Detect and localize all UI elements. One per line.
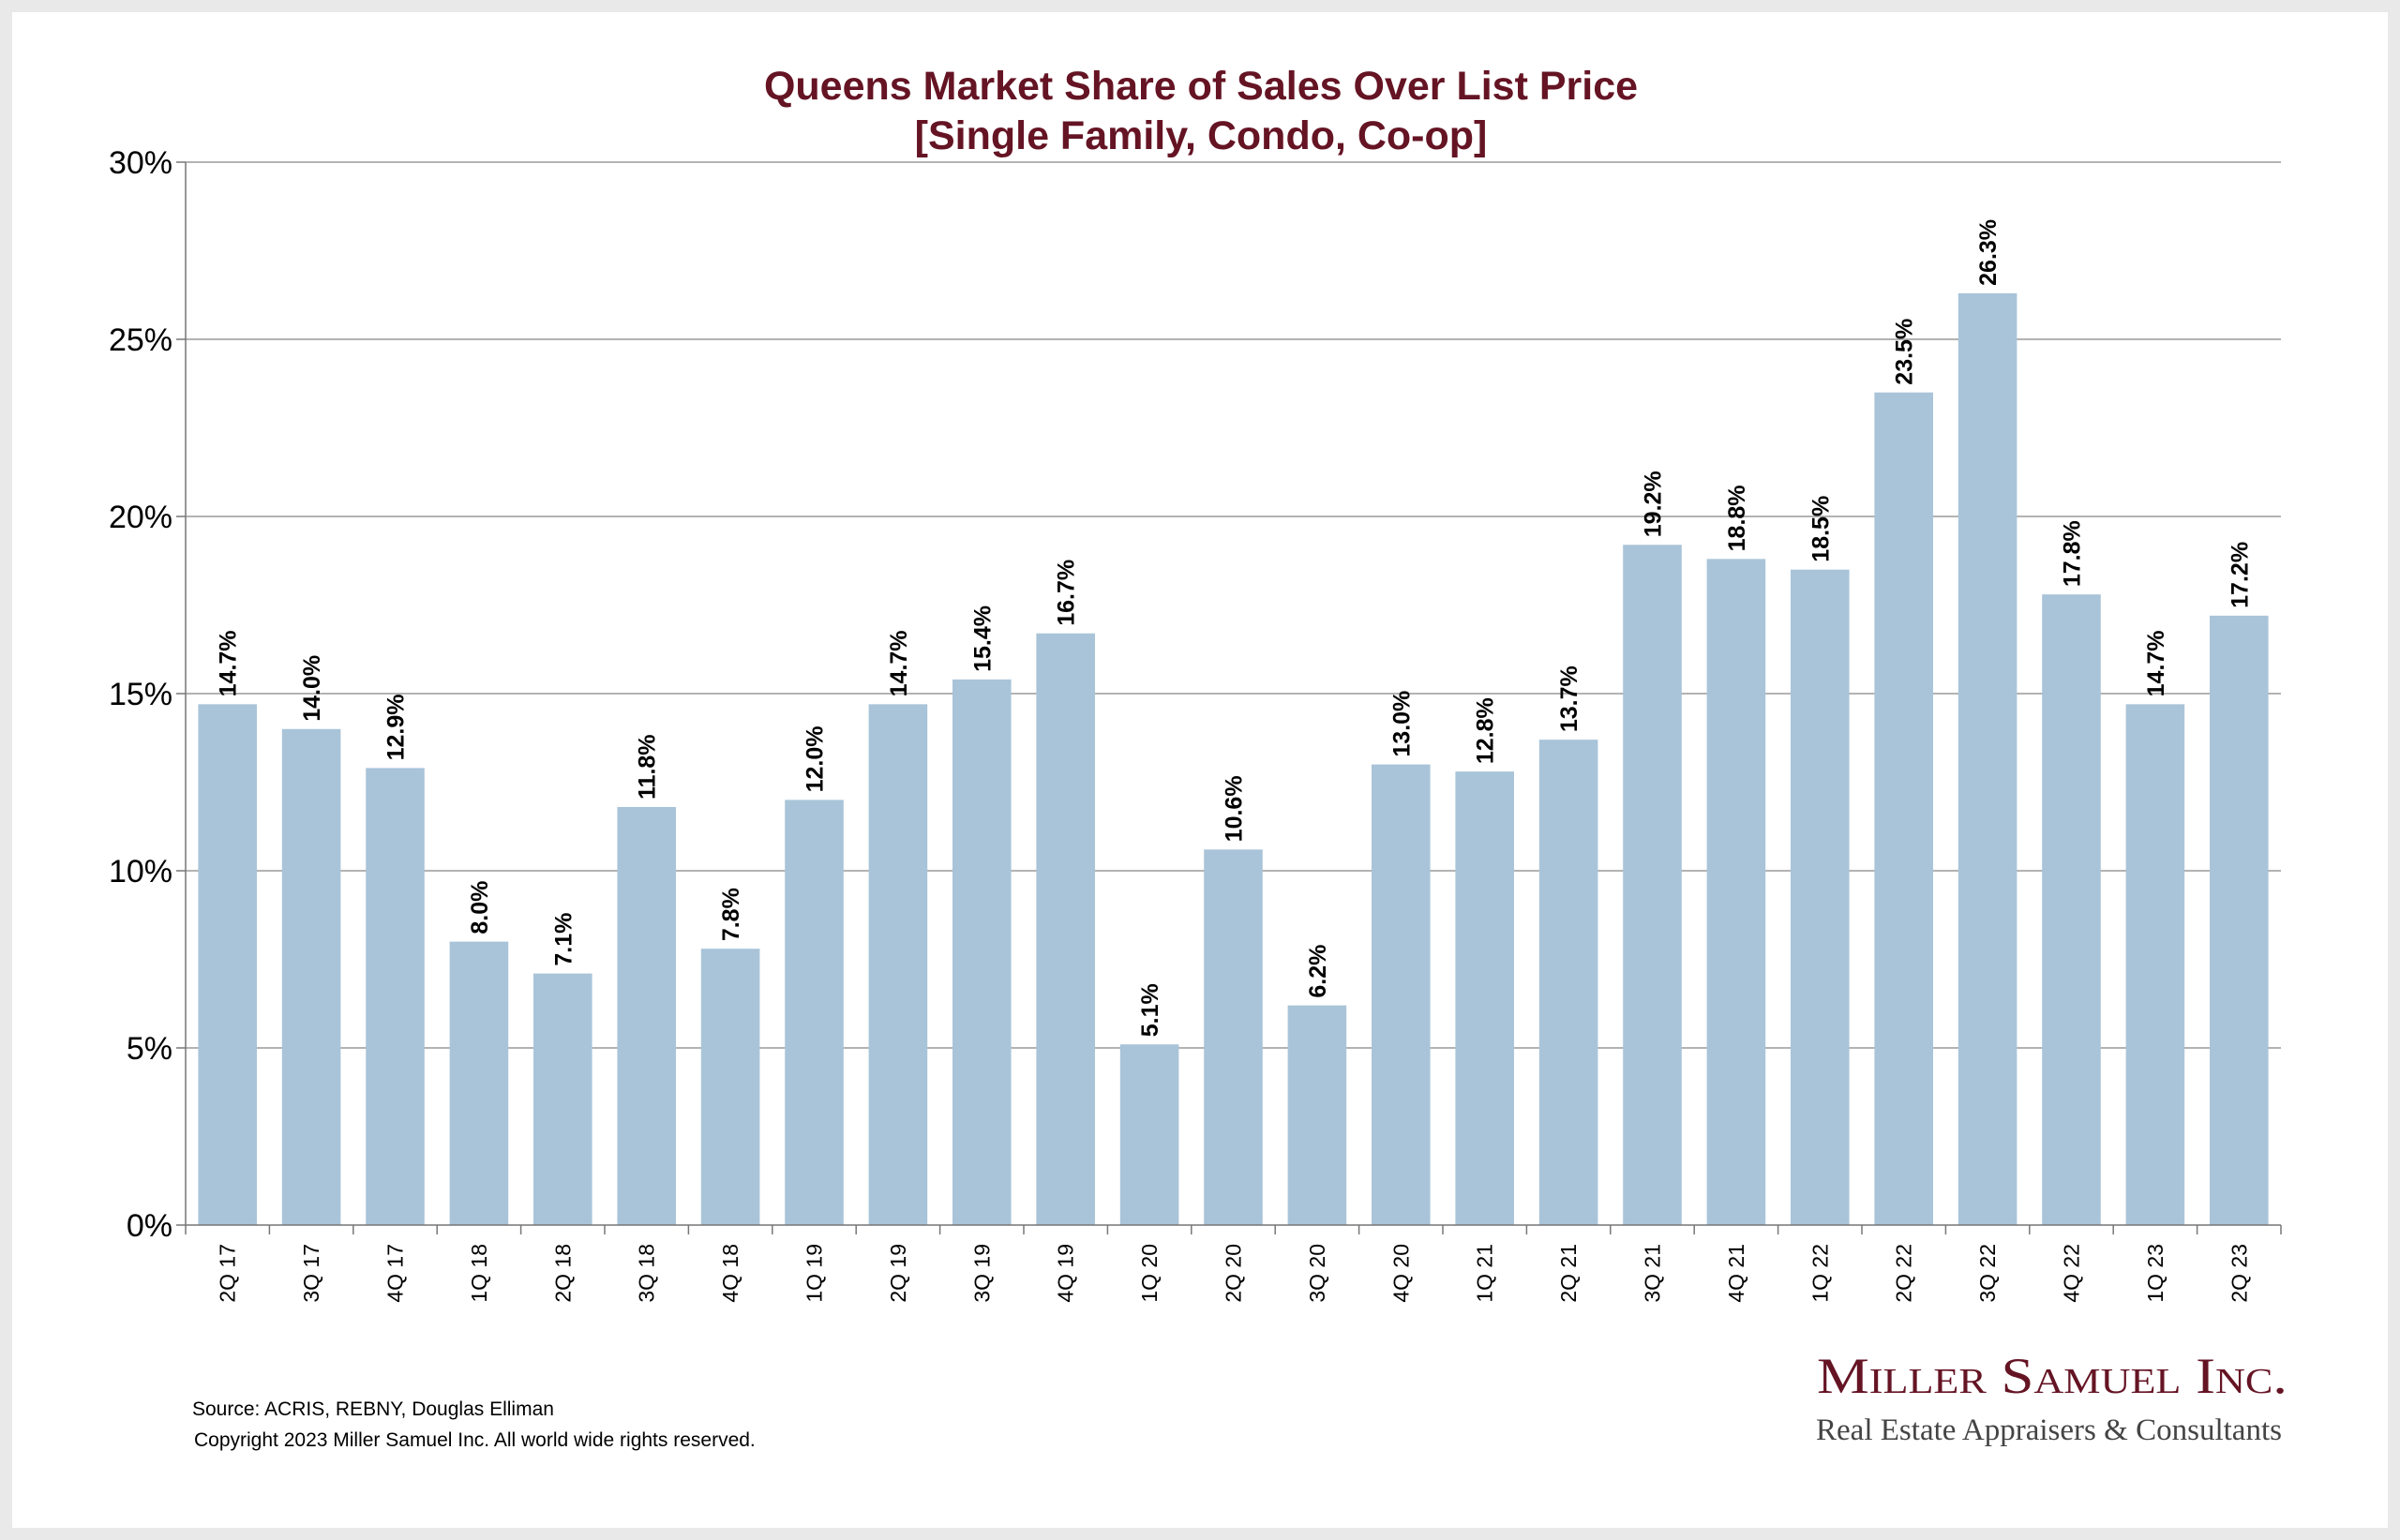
data-label: 12.9% bbox=[383, 694, 410, 760]
x-tick-label: 2Q 20 bbox=[1222, 1244, 1246, 1303]
bar bbox=[281, 728, 341, 1225]
y-tick-label: 20% bbox=[109, 500, 172, 535]
x-tick-label: 1Q 18 bbox=[467, 1244, 491, 1303]
data-label: 6.2% bbox=[1305, 945, 1331, 998]
data-label: 7.8% bbox=[718, 888, 744, 941]
data-label: 10.6% bbox=[1222, 775, 1248, 842]
x-tick-label: 2Q 21 bbox=[1556, 1244, 1581, 1303]
data-label: 16.7% bbox=[1054, 560, 1080, 626]
bar bbox=[533, 973, 592, 1225]
data-label: 17.2% bbox=[2227, 542, 2253, 608]
bar bbox=[1204, 849, 1263, 1225]
bar bbox=[1706, 559, 1766, 1225]
data-label: 14.0% bbox=[299, 655, 325, 722]
source-note: Source: ACRIS, REBNY, Douglas Elliman bbox=[192, 1398, 554, 1420]
x-tick-label: 2Q 22 bbox=[1892, 1244, 1916, 1303]
data-label: 17.8% bbox=[2060, 520, 2086, 587]
data-label: 15.4% bbox=[969, 606, 996, 672]
data-label: 14.7% bbox=[216, 630, 242, 696]
y-tick-label: 30% bbox=[109, 145, 172, 181]
bar bbox=[1455, 771, 1514, 1225]
company-logo: Miller Samuel Inc. Real Estate Appraiser… bbox=[1816, 1348, 2288, 1447]
y-tick-label: 10% bbox=[109, 854, 172, 890]
data-label: 18.5% bbox=[1808, 496, 1834, 562]
bar bbox=[2042, 594, 2101, 1225]
x-tick-label: 4Q 21 bbox=[1724, 1244, 1748, 1303]
x-tick-label: 3Q 21 bbox=[1641, 1244, 1665, 1303]
bar bbox=[1623, 545, 1682, 1225]
data-label: 18.8% bbox=[1724, 485, 1750, 551]
data-label: 8.0% bbox=[467, 881, 493, 934]
data-label: 26.3% bbox=[1975, 219, 2002, 286]
y-tick-label: 15% bbox=[109, 677, 172, 712]
data-label: 12.0% bbox=[802, 726, 829, 793]
x-tick-label: 2Q 19 bbox=[886, 1244, 910, 1303]
chart-card: Queens Market Share of Sales Over List P… bbox=[12, 12, 2388, 1528]
x-tick-label: 4Q 17 bbox=[383, 1244, 408, 1303]
bar bbox=[198, 704, 257, 1225]
x-tick-label: 3Q 20 bbox=[1305, 1244, 1329, 1303]
data-label: 11.8% bbox=[635, 734, 661, 800]
bar bbox=[449, 941, 509, 1225]
x-axis-ticks: 2Q 17 3Q 17 4Q 17 1Q 18 2Q 18 3Q 18 4Q 18 1Q 19… bbox=[185, 1225, 2282, 1303]
x-tick-label: 3Q 22 bbox=[1975, 1244, 2000, 1303]
x-tick-label: 4Q 22 bbox=[2060, 1244, 2084, 1303]
data-label: 12.8% bbox=[1473, 697, 1499, 764]
data-labels: 14.7% 14.0% 12.9% 8.0% 7.1% 11.8% 7.8% 12.0% 14.… bbox=[216, 219, 2254, 1037]
data-label: 14.7% bbox=[2143, 630, 2169, 696]
bar bbox=[2210, 615, 2269, 1225]
x-tick-label: 2Q 17 bbox=[216, 1244, 240, 1303]
x-tick-label: 2Q 18 bbox=[550, 1244, 575, 1303]
bar bbox=[366, 768, 425, 1225]
x-tick-label: 4Q 18 bbox=[718, 1244, 742, 1303]
bars bbox=[198, 292, 2269, 1225]
data-label: 7.1% bbox=[550, 913, 577, 966]
bar bbox=[1119, 1044, 1179, 1225]
x-tick-label: 1Q 23 bbox=[2143, 1244, 2168, 1303]
bar bbox=[617, 806, 676, 1225]
x-tick-label: 3Q 18 bbox=[635, 1244, 659, 1303]
logo-main-text: Miller Samuel Inc. bbox=[1817, 1348, 2288, 1404]
copyright-note: Copyright 2023 Miller Samuel Inc. All wo… bbox=[194, 1429, 756, 1451]
bar-chart: Queens Market Share of Sales Over List P… bbox=[109, 64, 2288, 1451]
bar bbox=[1791, 569, 1850, 1225]
y-tick-label: 0% bbox=[127, 1208, 172, 1244]
bar bbox=[1874, 392, 1933, 1225]
bar bbox=[785, 800, 844, 1225]
x-tick-label: 1Q 20 bbox=[1137, 1244, 1162, 1303]
axes bbox=[185, 162, 2281, 1226]
logo-sub-text: Real Estate Appraisers & Consultants bbox=[1816, 1413, 2282, 1447]
bar bbox=[1538, 740, 1598, 1225]
x-tick-label: 1Q 19 bbox=[802, 1244, 827, 1303]
data-label: 13.7% bbox=[1556, 665, 1582, 732]
bar bbox=[2125, 704, 2185, 1225]
x-tick-label: 3Q 17 bbox=[299, 1244, 323, 1303]
y-tick-label: 25% bbox=[109, 322, 172, 358]
bar bbox=[700, 949, 760, 1225]
data-label: 13.0% bbox=[1388, 691, 1415, 757]
chart-subtitle: [Single Family, Condo, Co-op] bbox=[915, 113, 1488, 158]
x-tick-label: 4Q 20 bbox=[1388, 1244, 1413, 1303]
x-tick-label: 2Q 23 bbox=[2227, 1244, 2251, 1303]
bar bbox=[1036, 633, 1095, 1225]
data-label: 14.7% bbox=[886, 630, 912, 696]
bar bbox=[952, 679, 1012, 1225]
x-tick-label: 1Q 22 bbox=[1808, 1244, 1832, 1303]
bar bbox=[1958, 292, 2018, 1225]
x-tick-label: 1Q 21 bbox=[1473, 1244, 1497, 1303]
x-tick-label: 3Q 19 bbox=[969, 1244, 994, 1303]
y-axis-ticks: 0% 5% 10% 15% 20% 25% 30% bbox=[109, 145, 186, 1244]
bar bbox=[1287, 1005, 1347, 1225]
data-label: 5.1% bbox=[1137, 983, 1163, 1037]
bar bbox=[1372, 764, 1431, 1225]
y-tick-label: 5% bbox=[127, 1031, 172, 1067]
bar bbox=[868, 704, 928, 1225]
data-label: 23.5% bbox=[1892, 319, 1918, 385]
x-tick-label: 4Q 19 bbox=[1054, 1244, 1078, 1303]
data-label: 19.2% bbox=[1641, 471, 1667, 537]
chart-title: Queens Market Share of Sales Over List P… bbox=[764, 64, 1638, 109]
